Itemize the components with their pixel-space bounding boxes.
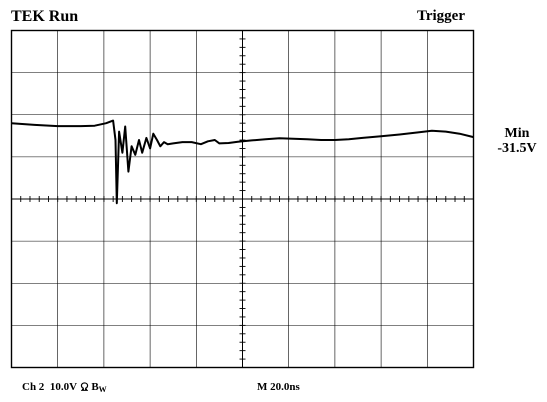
trigger-status: Trigger [416,8,465,24]
measurement-label: Min [504,126,530,141]
ohm-icon [80,382,88,391]
waveform-trace [11,119,474,205]
channel-settings: Ch 2 10.0V BW [22,382,107,394]
channel-name: Ch 2 [22,381,45,393]
volts-per-div: 10.0V [49,381,77,393]
center-axis-ticks [11,30,474,368]
bandwidth-limit: BW [91,381,107,394]
acquisition-status: TEK Run [11,8,79,25]
min-measurement-readout: Min -31.5V [487,126,547,156]
timebase-setting: M 20.0ns [257,381,300,393]
measurement-value: -31.5V [497,140,537,156]
